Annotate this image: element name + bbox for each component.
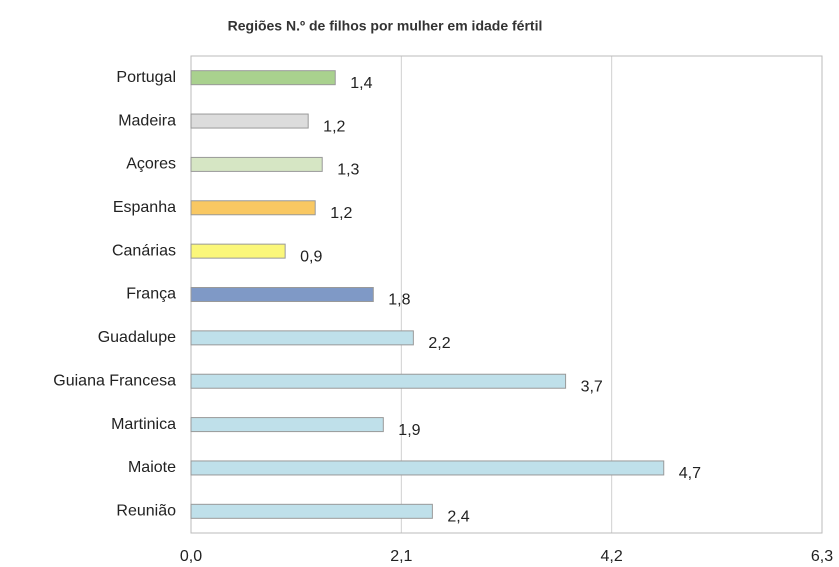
- bar: [190, 70, 336, 86]
- y-tick-label: Açores: [126, 156, 176, 173]
- bar: [190, 417, 384, 433]
- bar: [190, 113, 309, 129]
- value-label: 3,7: [581, 378, 603, 395]
- bar: [190, 156, 323, 172]
- chart-title: Regiões N.º de filhos por mulher em idad…: [228, 18, 543, 34]
- value-label: 1,9: [398, 422, 420, 439]
- y-tick-label: Portugal: [116, 69, 176, 86]
- y-tick-label: Canárias: [112, 242, 176, 259]
- bar: [190, 200, 316, 216]
- y-tick-label: Maiote: [128, 459, 176, 476]
- x-tick-label: 0,0: [180, 548, 202, 565]
- value-label: 1,4: [350, 75, 372, 92]
- y-tick-label: Martinica: [111, 416, 176, 433]
- x-tick-label: 6,3: [811, 548, 833, 565]
- bar: [190, 287, 374, 302]
- bar: [190, 330, 414, 346]
- y-tick-label: Guiana Francesa: [53, 372, 176, 389]
- y-tick-label: Reunião: [116, 503, 176, 520]
- y-tick-label: Madeira: [118, 112, 176, 129]
- bar: [190, 373, 567, 389]
- value-label: 2,2: [428, 335, 450, 352]
- value-label: 0,9: [300, 248, 322, 265]
- y-tick-label: Guadalupe: [98, 329, 176, 346]
- value-label: 1,2: [323, 118, 345, 135]
- value-label: 1,3: [337, 162, 359, 179]
- x-tick-label: 2,1: [390, 548, 412, 565]
- value-label: 4,7: [679, 465, 701, 482]
- y-tick-label: França: [126, 286, 176, 303]
- value-label: 2,4: [447, 509, 469, 526]
- bar: [190, 243, 286, 259]
- x-tick-label: 4,2: [601, 548, 623, 565]
- bar: [190, 460, 665, 476]
- value-label: 1,8: [388, 292, 410, 309]
- value-label: 1,2: [330, 205, 352, 222]
- bar: [190, 503, 433, 519]
- y-tick-label: Espanha: [113, 199, 176, 216]
